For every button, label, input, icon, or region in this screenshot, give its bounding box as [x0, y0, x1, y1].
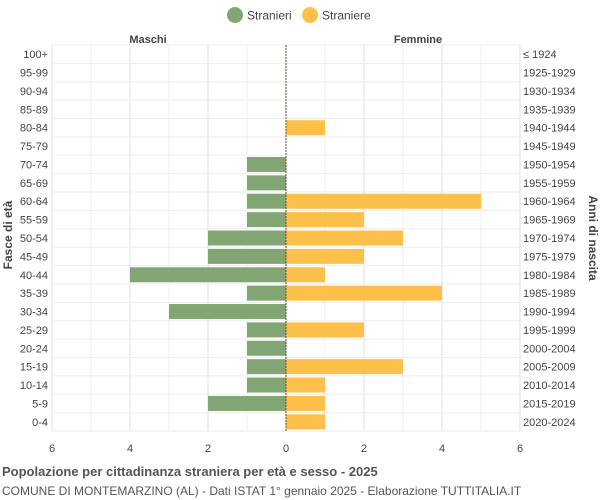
- x-tick-label: 2: [205, 443, 211, 455]
- bar-male-35-39: [247, 285, 286, 301]
- age-band-label: 15-19: [20, 362, 48, 374]
- age-band-label: 55-59: [20, 215, 48, 227]
- age-band-label: 10-14: [20, 380, 48, 392]
- age-band-label: 60-64: [20, 196, 48, 208]
- age-band-label: 35-39: [20, 288, 48, 300]
- bars: [130, 45, 481, 431]
- bar-female-40-44: [286, 267, 325, 283]
- age-band-label: 40-44: [20, 270, 48, 282]
- age-band-label: 45-49: [20, 251, 48, 263]
- y-axis-title-right: Anni di nascita: [586, 195, 600, 281]
- legend-swatch-stranieri: [227, 7, 243, 23]
- bar-female-50-54: [286, 230, 403, 246]
- x-tick-label: 6: [517, 443, 523, 455]
- bar-male-55-59: [247, 212, 286, 228]
- birth-year-label: 2000-2004: [523, 343, 576, 355]
- bar-male-40-44: [130, 267, 286, 283]
- bar-male-20-24: [247, 340, 286, 356]
- birth-year-label: 2015-2019: [523, 398, 576, 410]
- legend-label-straniere: Straniere: [322, 9, 371, 23]
- bar-female-35-39: [286, 285, 442, 301]
- bar-male-10-14: [247, 377, 286, 393]
- birth-year-label: 1990-1994: [523, 307, 576, 319]
- left-header-maschi: Maschi: [129, 34, 166, 46]
- bar-male-65-69: [247, 175, 286, 191]
- birth-year-label: 2020-2024: [523, 417, 576, 429]
- chart-footer-title: Popolazione per cittadinanza straniera p…: [2, 464, 378, 479]
- bar-male-5-9: [208, 395, 286, 411]
- birth-year-label: ≤ 1924: [523, 49, 557, 61]
- x-tick-label: 6: [49, 443, 55, 455]
- age-band-label: 50-54: [20, 233, 48, 245]
- age-band-label: 5-9: [32, 398, 48, 410]
- birth-year-label: 1970-1974: [523, 233, 576, 245]
- birth-year-label: 1985-1989: [523, 288, 576, 300]
- birth-year-label: 1980-1984: [523, 270, 576, 282]
- age-band-label: 30-34: [20, 307, 48, 319]
- bar-male-50-54: [208, 230, 286, 246]
- age-band-label: 70-74: [20, 159, 48, 171]
- age-band-label: 65-69: [20, 178, 48, 190]
- birth-year-label: 1975-1979: [523, 251, 576, 263]
- legend-label-stranieri: Stranieri: [247, 9, 292, 23]
- bar-female-25-29: [286, 322, 364, 338]
- birth-year-label: 2005-2009: [523, 362, 576, 374]
- bar-male-60-64: [247, 193, 286, 209]
- bar-male-45-49: [208, 248, 286, 264]
- age-band-label: 100+: [23, 49, 48, 61]
- age-band-label: 25-29: [20, 325, 48, 337]
- birth-year-label: 1995-1999: [523, 325, 576, 337]
- bar-female-15-19: [286, 359, 403, 375]
- bar-male-25-29: [247, 322, 286, 338]
- x-tick-label: 4: [439, 443, 445, 455]
- legend-swatch-straniere: [302, 7, 318, 23]
- age-band-label: 80-84: [20, 123, 48, 135]
- right-header-femmine: Femmine: [394, 34, 442, 46]
- bar-female-45-49: [286, 248, 364, 264]
- y-axis-title-left: Fasce di età: [1, 200, 15, 269]
- x-tick-label: 4: [127, 443, 133, 455]
- age-band-label: 95-99: [20, 68, 48, 80]
- bar-female-55-59: [286, 212, 364, 228]
- age-band-label: 75-79: [20, 141, 48, 153]
- bar-female-60-64: [286, 193, 481, 209]
- bar-female-5-9: [286, 395, 325, 411]
- bar-female-0-4: [286, 414, 325, 430]
- age-band-label: 20-24: [20, 343, 48, 355]
- birth-year-label: 1935-1939: [523, 104, 576, 116]
- bar-female-10-14: [286, 377, 325, 393]
- bar-female-80-84: [286, 120, 325, 136]
- bar-male-30-34: [169, 304, 286, 320]
- birth-year-label: 1925-1929: [523, 68, 576, 80]
- birth-year-label: 1930-1934: [523, 86, 576, 98]
- birth-year-label: 2010-2014: [523, 380, 576, 392]
- x-tick-label: 2: [361, 443, 367, 455]
- bar-male-70-74: [247, 156, 286, 172]
- population-pyramid-chart: 100+ ≤ 1924 95-99 1925-1929 90-94 1930-1934 85…: [1, 7, 600, 455]
- x-tick-label: 0: [283, 443, 289, 455]
- birth-year-label: 1950-1954: [523, 159, 576, 171]
- birth-year-label: 1955-1959: [523, 178, 576, 190]
- birth-year-label: 1965-1969: [523, 215, 576, 227]
- birth-year-label: 1960-1964: [523, 196, 576, 208]
- labels: 100+ ≤ 1924 95-99 1925-1929 90-94 1930-1934 85…: [1, 7, 600, 455]
- age-band-label: 90-94: [20, 86, 48, 98]
- chart-footer-subtitle: COMUNE DI MONTEMARZINO (AL) - Dati ISTAT…: [2, 484, 522, 498]
- age-band-label: 0-4: [32, 417, 48, 429]
- bar-male-15-19: [247, 359, 286, 375]
- age-band-label: 85-89: [20, 104, 48, 116]
- birth-year-label: 1945-1949: [523, 141, 576, 153]
- birth-year-label: 1940-1944: [523, 123, 576, 135]
